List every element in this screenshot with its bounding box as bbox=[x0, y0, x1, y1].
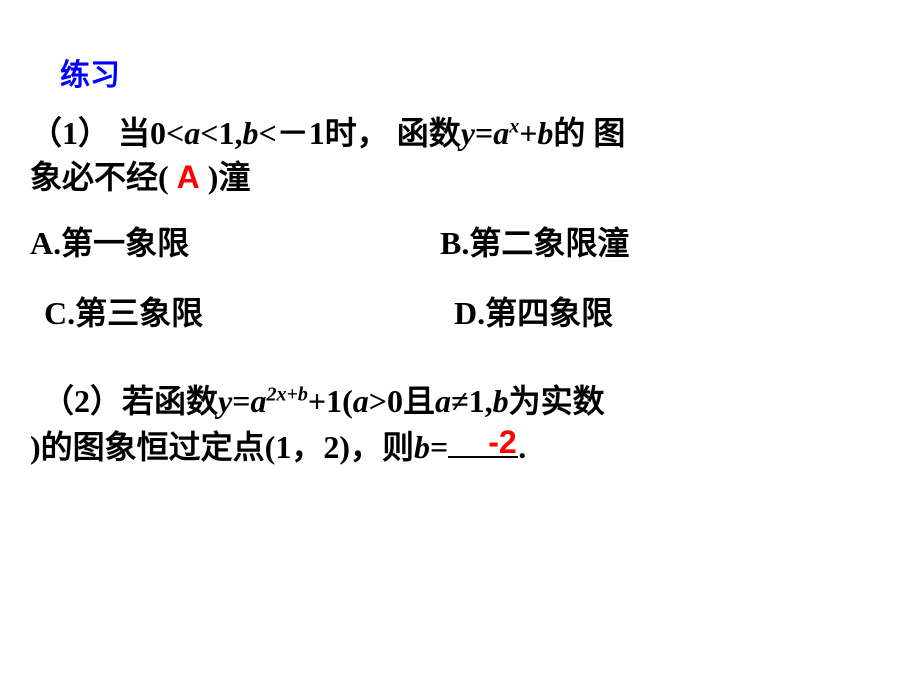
q1-var-ax: a bbox=[493, 115, 509, 151]
q2-var-bb: b bbox=[414, 429, 430, 465]
option-a: A.第一象限 bbox=[30, 225, 189, 261]
q2-eq: = bbox=[232, 383, 250, 419]
q1-var-b: b bbox=[242, 115, 258, 151]
q2-var-aa: a bbox=[353, 383, 369, 419]
q1-plus: + bbox=[519, 115, 537, 151]
q2-eq2: = bbox=[430, 429, 448, 465]
options-row2: C.第三象限 D.第四象限 bbox=[44, 288, 914, 334]
question1-line1: （1） 当0<a<1,b<－1时， 函数y=ax+b的 图 bbox=[30, 108, 625, 154]
q1-tail: 的 图 bbox=[553, 115, 625, 151]
q2-var-aaa: a bbox=[435, 383, 451, 419]
q1-var-y: y bbox=[461, 115, 475, 151]
q2-exp: 2x+b bbox=[266, 383, 307, 405]
option-b: B.第二象限潼 bbox=[440, 218, 629, 264]
q2-plus: +1( bbox=[308, 383, 353, 419]
q1-cond: 0< bbox=[150, 115, 184, 151]
option-d: D.第四象限 bbox=[454, 288, 613, 334]
section-header: 练习 bbox=[60, 50, 120, 94]
q2-answer: -2 bbox=[488, 424, 516, 461]
question2-line2: )的图象恒过定点(1，2)，则b=-2. bbox=[30, 422, 526, 468]
q2-tail: 为实数 bbox=[509, 383, 605, 419]
q1-line2b: )潼 bbox=[208, 159, 251, 195]
q1-eq: = bbox=[475, 115, 493, 151]
question2-line1: （2）若函数y=a2x+b+1(a>0且a≠1,b为实数 bbox=[42, 376, 605, 422]
q2-var-a: a bbox=[250, 383, 266, 419]
question1-line2: 象必不经( A )潼 bbox=[30, 152, 250, 198]
q1-var-a: a bbox=[184, 115, 200, 151]
q1-prefix: （1） 当 bbox=[30, 115, 150, 151]
option-c: C.第三象限 bbox=[44, 295, 203, 331]
q2-cond: >0且 bbox=[369, 383, 435, 419]
q1-line2a: 象必不经( bbox=[30, 159, 169, 195]
q2-prefix: （2）若函数 bbox=[42, 383, 218, 419]
q1-answer: A bbox=[177, 159, 200, 195]
q2-line2a: )的图象恒过定点(1，2)，则 bbox=[30, 429, 414, 465]
q1-var-bb: b bbox=[537, 115, 553, 151]
q2-var-b: b bbox=[493, 383, 509, 419]
q2-period: . bbox=[518, 429, 526, 465]
q1-exp: x bbox=[509, 115, 519, 137]
q2-var-y: y bbox=[218, 383, 232, 419]
q2-neq: ≠1, bbox=[451, 383, 493, 419]
q2-blank: -2 bbox=[448, 432, 518, 458]
q1-cond3: <－1 bbox=[258, 115, 324, 151]
q1-when: 时， 函数 bbox=[325, 115, 461, 151]
q1-cond2: <1, bbox=[200, 115, 242, 151]
options-row1: A.第一象限 B.第二象限潼 bbox=[30, 218, 900, 264]
